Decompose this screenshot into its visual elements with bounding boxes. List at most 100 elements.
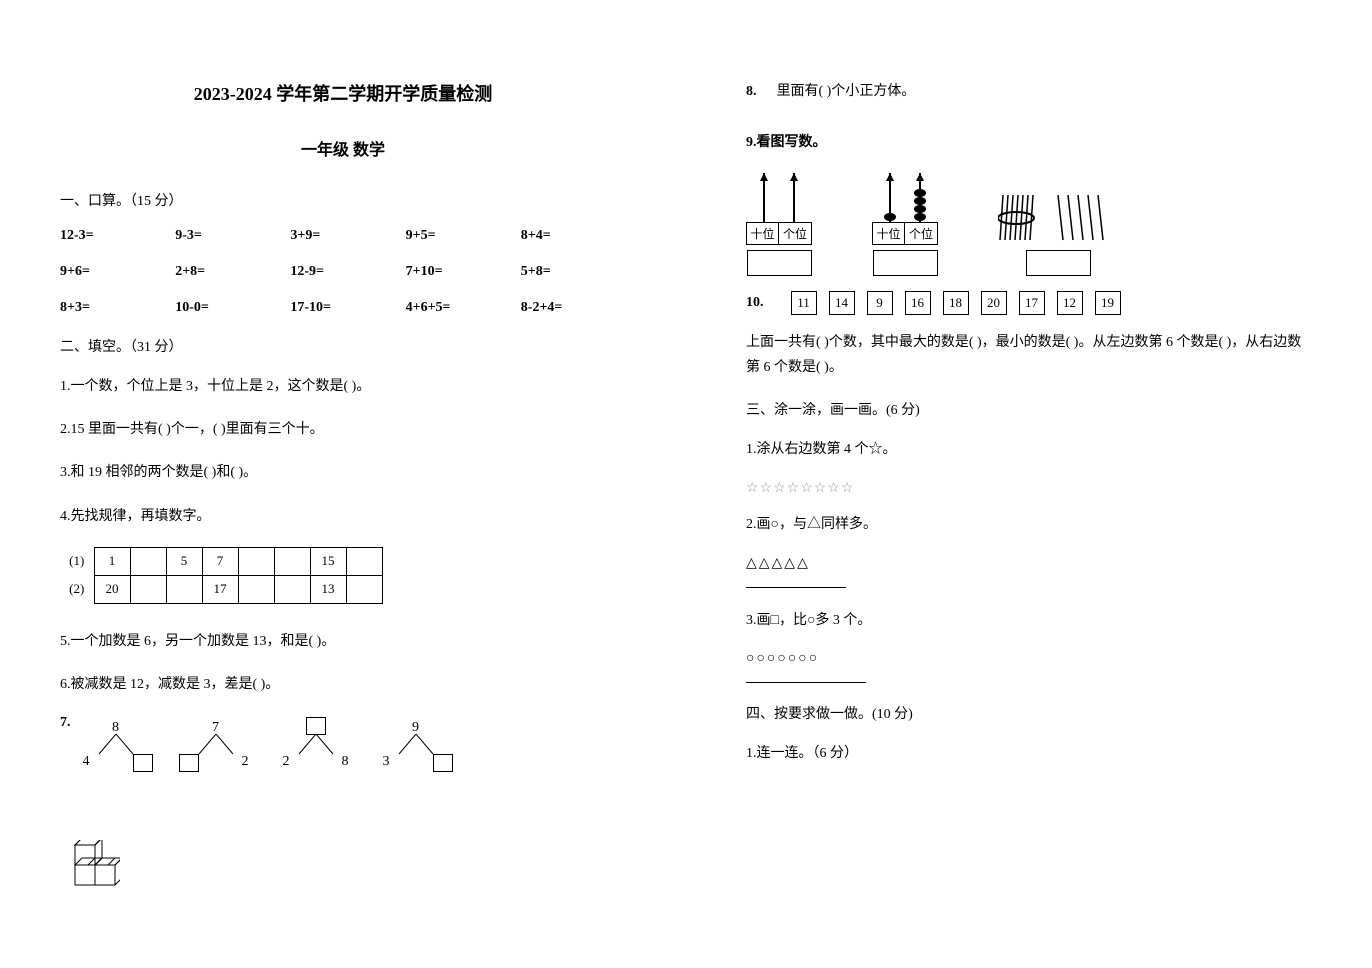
- number-tree: 7 2: [181, 720, 251, 770]
- abacus-unit: 十位 个位: [872, 173, 938, 276]
- calc-cell: 9-3=: [175, 228, 280, 244]
- num-box: 17: [1019, 291, 1045, 315]
- answer-box: [873, 250, 938, 276]
- tree-box: [133, 754, 153, 772]
- num-box: 9: [867, 291, 893, 315]
- calc-cell: 9+5=: [406, 228, 511, 244]
- pattern-cell: 1: [94, 547, 130, 575]
- tree-left: 4: [83, 754, 90, 770]
- calc-cell: 7+10=: [406, 264, 511, 280]
- cube-figure: [70, 840, 626, 895]
- num-box: 18: [943, 291, 969, 315]
- section4-header: 四、按要求做一做。(10 分): [746, 703, 1312, 723]
- num-box: 11: [791, 291, 817, 315]
- calc-cell: 8+4=: [521, 228, 626, 244]
- sticks-group: [998, 190, 1118, 276]
- calc-cell: 4+6+5=: [406, 300, 511, 316]
- pattern-cell: [346, 575, 382, 603]
- tree-right: 8: [342, 754, 349, 770]
- section3-header: 三、涂一涂，画一画。(6 分): [746, 399, 1312, 419]
- triangles-row: △△△△△: [746, 555, 1312, 572]
- abacus-unit: 十位 个位: [746, 173, 812, 276]
- q5: 5.一个加数是 6，另一个加数是 13，和是( )。: [60, 629, 626, 654]
- pattern-cell: [346, 547, 382, 575]
- pattern-cell: 17: [202, 575, 238, 603]
- answer-box: [747, 250, 812, 276]
- answer-box: [1026, 250, 1091, 276]
- s3-q3: 3.画□，比○多 3 个。: [746, 608, 1312, 633]
- tree-box: [433, 754, 453, 772]
- pattern-cell: [238, 547, 274, 575]
- q8-text: 里面有( )个小正方体。: [777, 80, 916, 100]
- tree-left: 3: [383, 754, 390, 770]
- pattern-cell: 20: [94, 575, 130, 603]
- q7-label: 7.: [60, 715, 71, 731]
- pattern-cell: [274, 547, 310, 575]
- pattern-cell: 7: [202, 547, 238, 575]
- num-box: 16: [905, 291, 931, 315]
- tree-left: 2: [283, 754, 290, 770]
- pattern-cell: [238, 575, 274, 603]
- q10-number-row: 10. 11 14 9 16 18 20 17 12 19: [746, 291, 1312, 315]
- abacus-ones-label: 个位: [779, 223, 811, 244]
- q10-text: 上面一共有( )个数，其中最大的数是( )，最小的数是( )。从左边数第 6 个…: [746, 330, 1312, 380]
- abacus-row: 十位 个位 十位 个位: [746, 173, 1312, 276]
- q3: 3.和 19 相邻的两个数是( )和( )。: [60, 460, 626, 485]
- num-box: 19: [1095, 291, 1121, 315]
- num-box: 14: [829, 291, 855, 315]
- calc-cell: 10-0=: [175, 300, 280, 316]
- title-sub: 一年级 数学: [60, 136, 626, 160]
- tree-box: [306, 717, 326, 735]
- num-box: 20: [981, 291, 1007, 315]
- s3-q1: 1.涂从右边数第 4 个☆。: [746, 437, 1312, 462]
- calc-cell: 8-2+4=: [521, 300, 626, 316]
- q1: 1.一个数，个位上是 3，十位上是 2，这个数是( )。: [60, 374, 626, 399]
- tree-box: [179, 754, 199, 772]
- abacus-tens-label: 十位: [873, 223, 905, 244]
- calc-grid: 12-3= 9-3= 3+9= 9+5= 8+4= 9+6= 2+8= 12-9…: [60, 228, 626, 316]
- num-box: 12: [1057, 291, 1083, 315]
- blank-line: [746, 587, 846, 588]
- row-label: (1): [60, 547, 94, 575]
- row-label: (2): [60, 575, 94, 603]
- abacus-icon: [872, 173, 938, 223]
- calc-cell: 9+6=: [60, 264, 165, 280]
- number-tree: 9 3: [381, 720, 451, 770]
- calc-cell: 17-10=: [290, 300, 395, 316]
- split-trees: 8 4 7 2 2 8 9 3: [81, 720, 451, 770]
- sticks-icon: [998, 190, 1118, 245]
- abacus-tens-label: 十位: [747, 223, 779, 244]
- calc-cell: 5+8=: [521, 264, 626, 280]
- calc-cell: 12-3=: [60, 228, 165, 244]
- stars-row: ☆☆☆☆☆☆☆☆: [746, 480, 1312, 497]
- pattern-cell: 13: [310, 575, 346, 603]
- q4: 4.先找规律，再填数字。: [60, 504, 626, 529]
- pattern-table: (1) 1 5 7 15 (2) 20 17 13: [60, 547, 383, 604]
- section2-header: 二、填空。（31 分）: [60, 336, 626, 356]
- pattern-cell: 15: [310, 547, 346, 575]
- q6: 6.被减数是 12，减数是 3，差是( )。: [60, 672, 626, 697]
- q9: 9.看图写数。: [746, 130, 1312, 155]
- pattern-cell: [130, 547, 166, 575]
- calc-cell: 8+3=: [60, 300, 165, 316]
- section1-header: 一、口算。（15 分）: [60, 190, 626, 210]
- circles-row: ○○○○○○○: [746, 651, 1312, 667]
- calc-cell: 12-9=: [290, 264, 395, 280]
- s3-q2: 2.画○，与△同样多。: [746, 512, 1312, 537]
- q2: 2.15 里面一共有( )个一，( )里面有三个十。: [60, 417, 626, 442]
- number-tree: 2 8: [281, 720, 351, 770]
- pattern-cell: [274, 575, 310, 603]
- q10-label: 10.: [746, 295, 764, 311]
- pattern-cell: [130, 575, 166, 603]
- number-tree: 8 4: [81, 720, 151, 770]
- blank-line: [746, 682, 866, 683]
- calc-cell: 3+9=: [290, 228, 395, 244]
- pattern-cell: 5: [166, 547, 202, 575]
- q8-num: 8.: [746, 84, 757, 100]
- pattern-cell: [166, 575, 202, 603]
- tree-right: 2: [242, 754, 249, 770]
- title-main: 2023-2024 学年第二学期开学质量检测: [60, 80, 626, 106]
- abacus-icon: [746, 173, 812, 223]
- abacus-ones-label: 个位: [905, 223, 937, 244]
- calc-cell: 2+8=: [175, 264, 280, 280]
